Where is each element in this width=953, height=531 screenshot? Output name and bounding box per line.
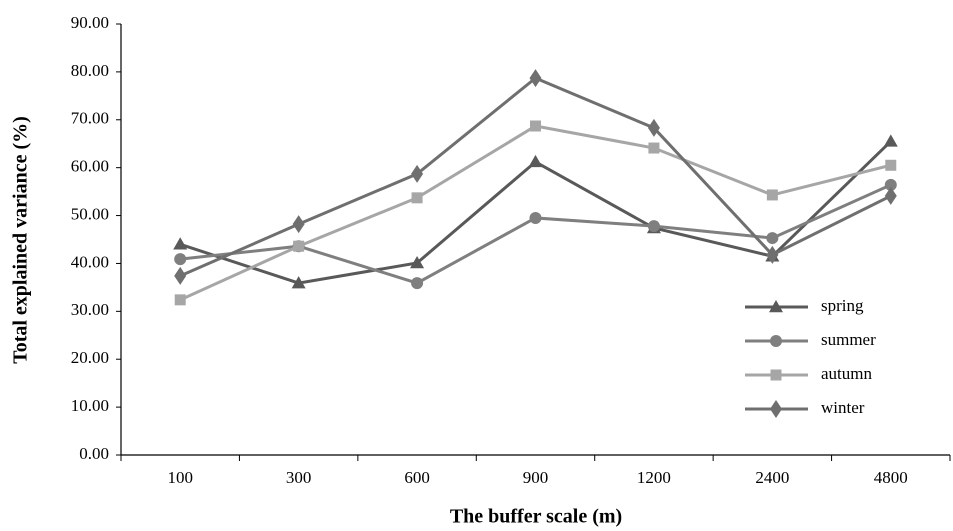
legend-marker bbox=[770, 335, 782, 347]
x-tick-label: 100 bbox=[167, 468, 193, 487]
y-tick-label: 10.00 bbox=[71, 396, 109, 415]
x-tick-label: 900 bbox=[523, 468, 549, 487]
marker bbox=[885, 159, 897, 171]
marker bbox=[647, 220, 660, 233]
x-tick-label: 300 bbox=[286, 468, 312, 487]
marker bbox=[884, 186, 897, 205]
x-tick-label: 600 bbox=[404, 468, 430, 487]
marker bbox=[291, 276, 306, 289]
legend-marker bbox=[770, 369, 782, 381]
marker bbox=[528, 154, 543, 168]
marker bbox=[766, 232, 779, 245]
marker bbox=[530, 120, 541, 132]
marker bbox=[884, 178, 897, 191]
marker bbox=[766, 245, 779, 264]
marker bbox=[293, 240, 305, 252]
marker bbox=[766, 189, 778, 201]
x-tick-label: 2400 bbox=[755, 468, 789, 487]
y-tick-label: 60.00 bbox=[71, 157, 109, 176]
y-tick-label: 0.00 bbox=[79, 444, 109, 463]
marker bbox=[174, 266, 187, 285]
legend-label: spring bbox=[821, 296, 864, 315]
marker bbox=[883, 134, 898, 147]
series-line bbox=[180, 183, 892, 285]
y-tick-label: 40.00 bbox=[71, 252, 109, 271]
marker bbox=[647, 118, 660, 137]
x-tick-label: 1200 bbox=[637, 468, 671, 487]
marker bbox=[529, 69, 542, 88]
marker bbox=[410, 255, 425, 269]
legend-marker bbox=[769, 300, 783, 313]
legend-label: summer bbox=[821, 330, 876, 349]
marker bbox=[174, 253, 187, 266]
y-tick-label: 50.00 bbox=[71, 204, 109, 223]
legend-marker bbox=[770, 400, 782, 418]
x-tick-label: 4800 bbox=[874, 468, 908, 487]
y-tick-label: 20.00 bbox=[71, 348, 109, 367]
legend-label: autumn bbox=[821, 364, 872, 383]
y-tick-label: 30.00 bbox=[71, 300, 109, 319]
legend-label: winter bbox=[821, 398, 865, 417]
marker bbox=[292, 215, 305, 234]
y-tick-label: 80.00 bbox=[71, 61, 109, 80]
x-axis-title: The buffer scale (m) bbox=[450, 506, 622, 528]
marker bbox=[174, 294, 186, 306]
y-tick-label: 70.00 bbox=[71, 109, 109, 128]
marker bbox=[529, 211, 542, 224]
marker bbox=[411, 192, 423, 204]
y-axis-title: Total explained variance (%) bbox=[10, 116, 32, 364]
marker bbox=[648, 142, 660, 154]
marker bbox=[411, 164, 424, 183]
marker bbox=[173, 237, 188, 250]
marker bbox=[411, 277, 424, 290]
y-tick-label: 90.00 bbox=[71, 13, 109, 32]
